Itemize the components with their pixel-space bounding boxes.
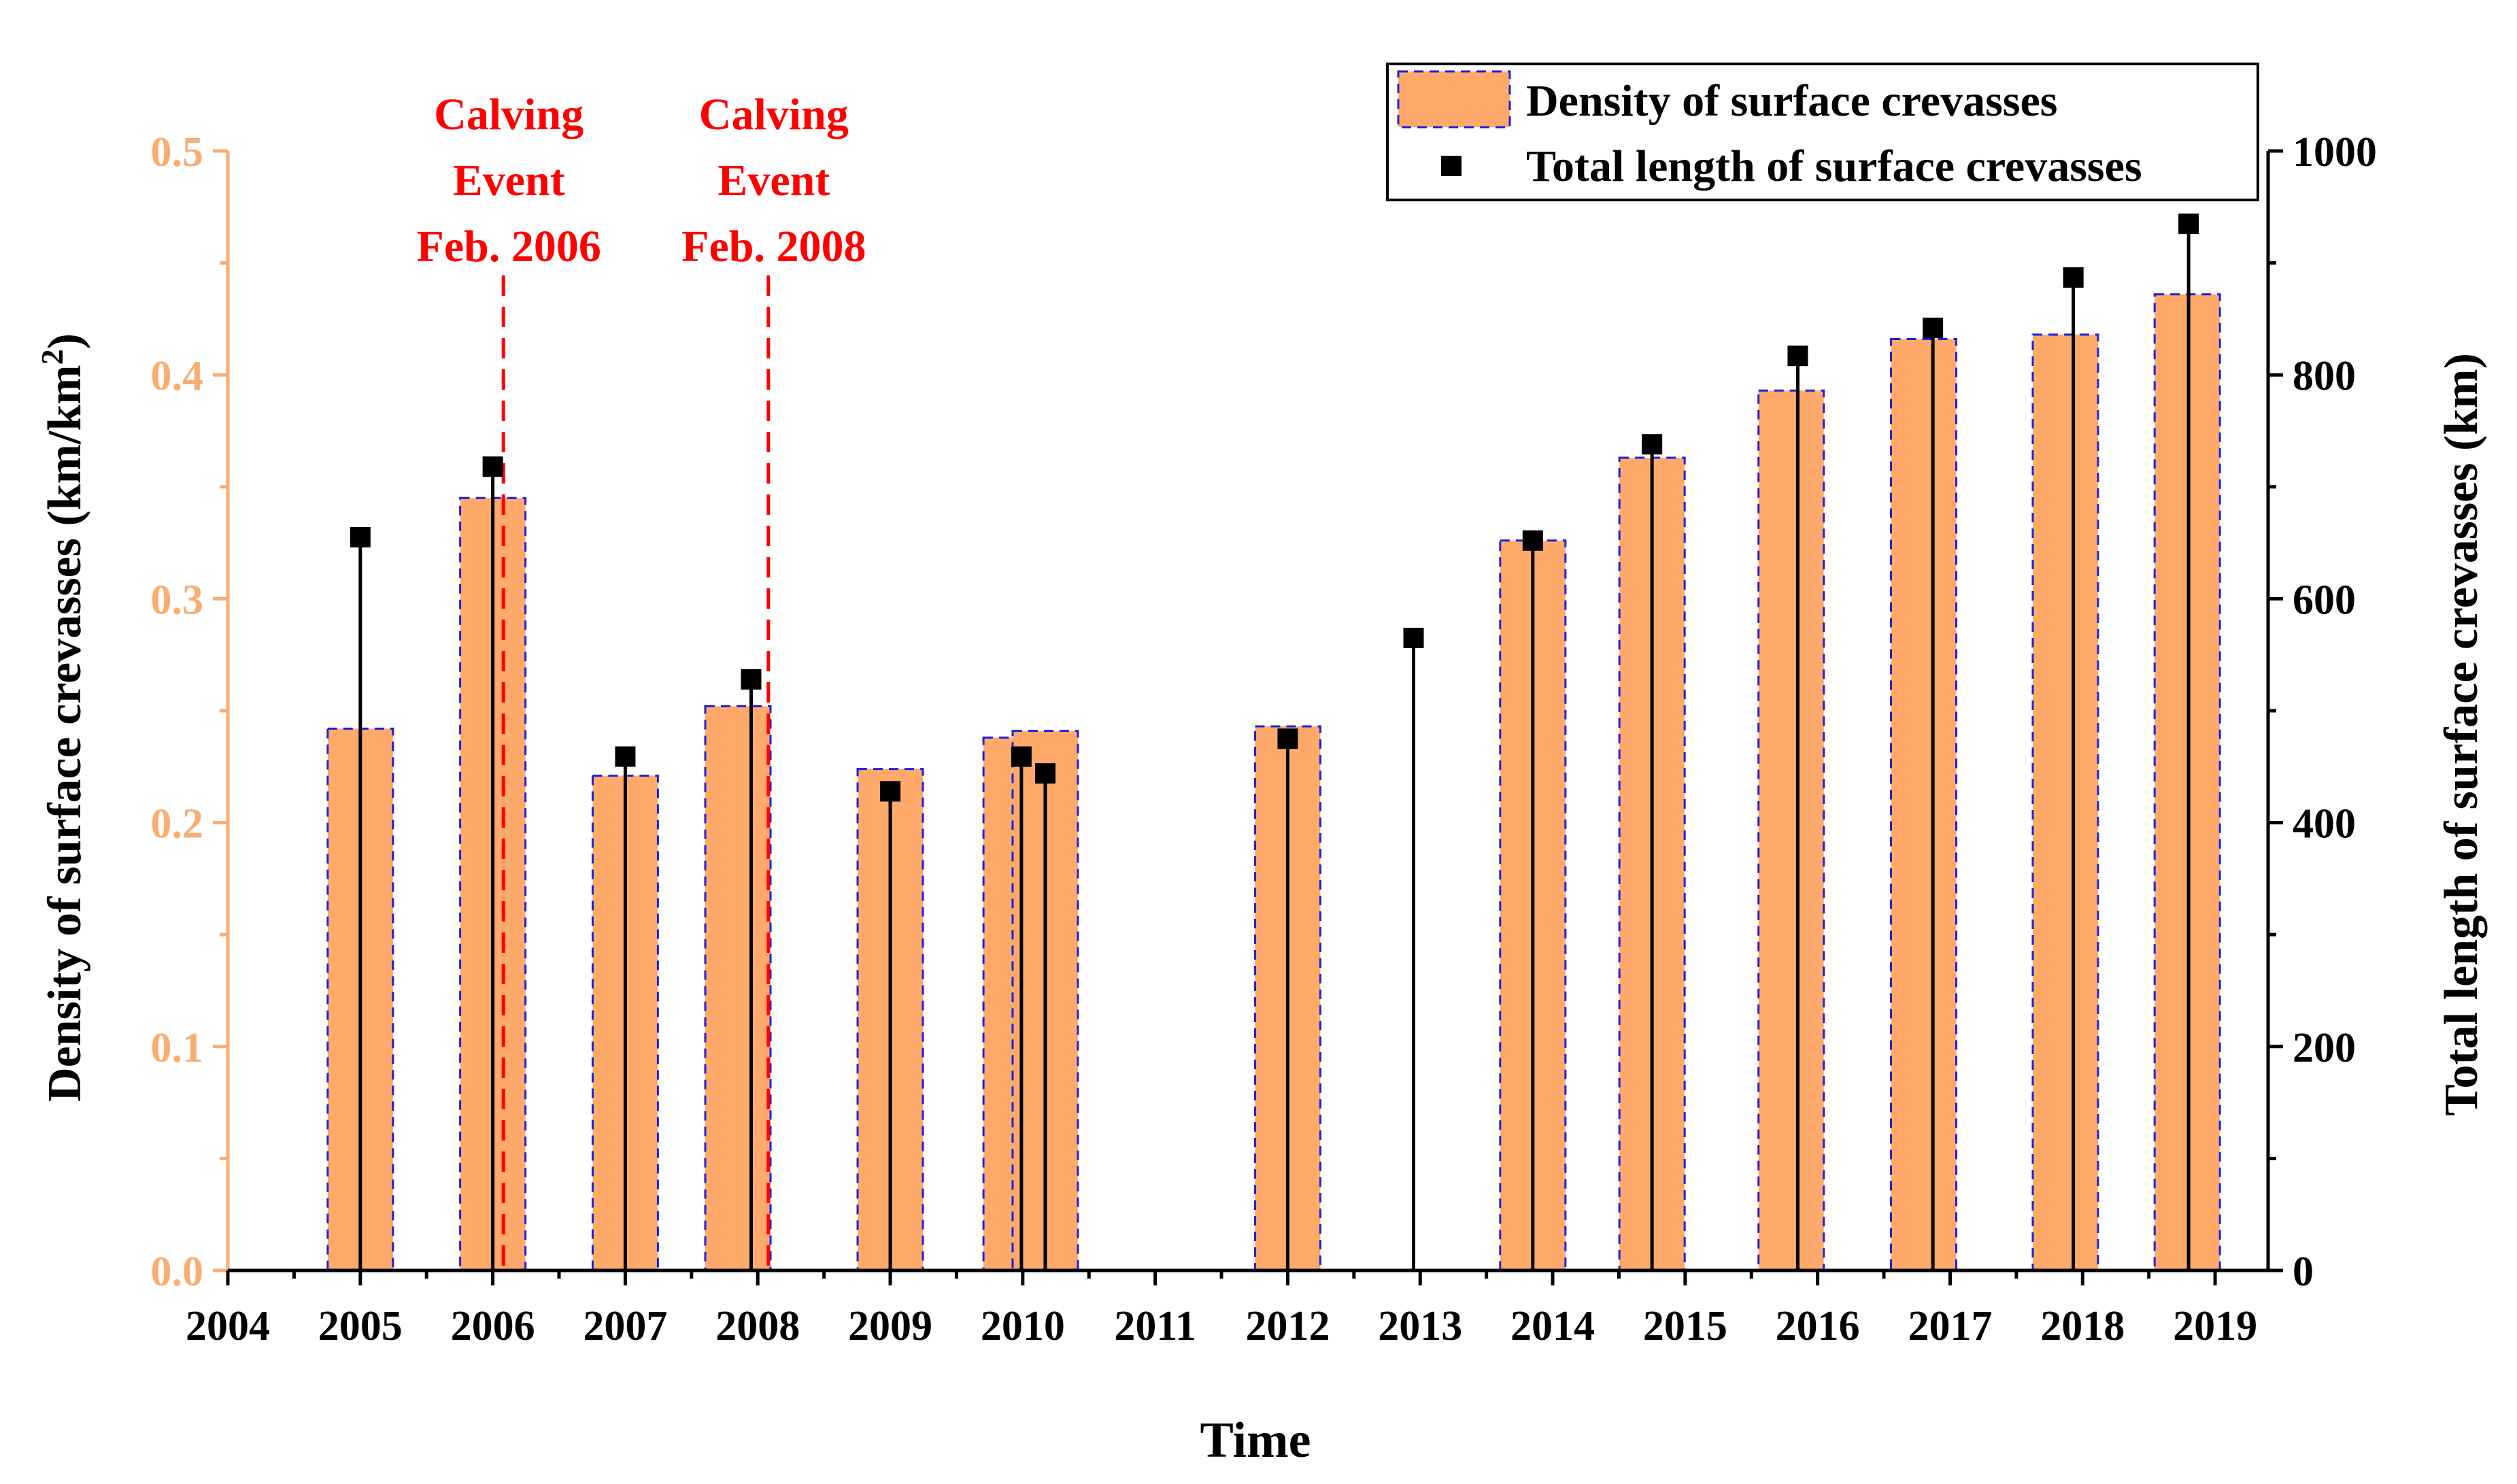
y-right-tick-label-3: 600 [2293,577,2356,623]
x-axis-title: Time [1200,1413,1311,1468]
legend-marker-length [1441,156,1462,176]
length-point-14 [2178,213,2199,234]
y-right-tick-label-2: 400 [2293,801,2356,847]
calving-label-0-line-0: Calving [434,90,584,139]
length-drop-lines [358,223,2191,1270]
legend: Density of surface crevasses Total lengt… [1386,63,2259,201]
legend-label-density: Density of surface crevasses [1526,76,2057,126]
calving-label-0-line-2: Feb. 2006 [417,222,601,271]
density-bar-3 [704,705,772,1272]
x-tick-label-12: 2016 [1776,1303,1860,1349]
y-axis-left-title: Density of surface crevasses (km/km2) [35,333,91,1102]
x-tick-label-3: 2007 [583,1303,667,1349]
y-left-tick-label-2: 0.2 [151,801,204,847]
x-tick-label-8: 2012 [1245,1303,1330,1349]
calving-label-1: Calving Event Feb. 2008 [681,90,866,271]
x-tick-label-13: 2017 [1908,1303,1992,1349]
length-point-10 [1642,434,1663,455]
length-point-4 [880,781,901,802]
x-tick-label-14: 2018 [2040,1303,2125,1349]
length-points [350,213,2199,802]
axes: 0.0 0.1 0.2 0.3 0.4 0.5 0 200 400 600 800 1000 2004 2… [151,129,2378,1349]
length-point-9 [1522,530,1543,551]
length-point-5 [1011,746,1032,767]
calving-label-1-line-0: Calving [699,90,849,139]
y-right-tick-label-4: 800 [2293,353,2356,399]
x-tick-label-7: 2011 [1114,1303,1196,1349]
y-axis-left-title-close: ) [39,333,91,349]
length-point-12 [1923,318,1944,339]
x-tick-label-10: 2014 [1510,1303,1595,1349]
y-axis-left-title-superscript: 2 [35,349,69,365]
length-point-2 [615,746,636,767]
y-left-tick-label-1: 0.1 [151,1025,204,1071]
legend-label-length: Total length of surface crevasses [1526,141,2142,191]
length-point-6 [1034,763,1055,784]
density-bar-10 [1757,389,1825,1272]
y-axis-left-title-main: Density of surface crevasses (km/km [39,365,91,1102]
calving-label-0: Calving Event Feb. 2006 [417,90,601,271]
x-tick-label-11: 2015 [1643,1303,1727,1349]
density-bar-12 [2031,333,2099,1272]
density-bar-11 [1890,338,1958,1272]
x-tick-label-2: 2006 [451,1303,535,1349]
legend-swatch-density [1397,70,1511,129]
x-tick-label-0: 2004 [186,1303,270,1349]
y-left-tick-label-4: 0.4 [151,353,204,399]
y-left-tick-label-5: 0.5 [151,129,204,175]
length-point-0 [350,526,371,547]
y-right-tick-label-0: 0 [2293,1249,2314,1295]
length-point-1 [482,456,503,477]
y-right-tick-label-1: 200 [2293,1025,2356,1071]
calving-event-labels: Calving Event Feb. 2006 Calving Event Feb. 20… [417,90,866,271]
density-bars [326,293,2221,1272]
x-tick-label-1: 2005 [318,1303,403,1349]
length-point-13 [2063,267,2084,288]
y-left-tick-label-0: 0.0 [151,1249,204,1295]
y-left-tick-label-3: 0.3 [151,577,204,623]
calving-event-lines [501,275,771,1270]
y-right-tick-label-5: 1000 [2293,129,2377,175]
calving-label-0-line-1: Event [453,156,565,205]
x-tick-label-9: 2013 [1378,1303,1462,1349]
calving-label-1-line-2: Feb. 2008 [681,222,866,271]
x-tick-label-6: 2010 [981,1303,1065,1349]
y-axis-right-title: Total length of surface crevasses (km) [2435,353,2488,1116]
x-tick-label-5: 2009 [848,1303,932,1349]
length-point-11 [1787,345,1808,367]
legend-box [1386,63,2259,201]
calving-label-1-line-1: Event [717,156,830,205]
length-point-7 [1277,728,1298,749]
length-point-3 [741,669,762,690]
x-tick-label-15: 2019 [2173,1303,2257,1349]
x-tick-label-4: 2008 [715,1303,800,1349]
length-point-8 [1403,628,1424,649]
